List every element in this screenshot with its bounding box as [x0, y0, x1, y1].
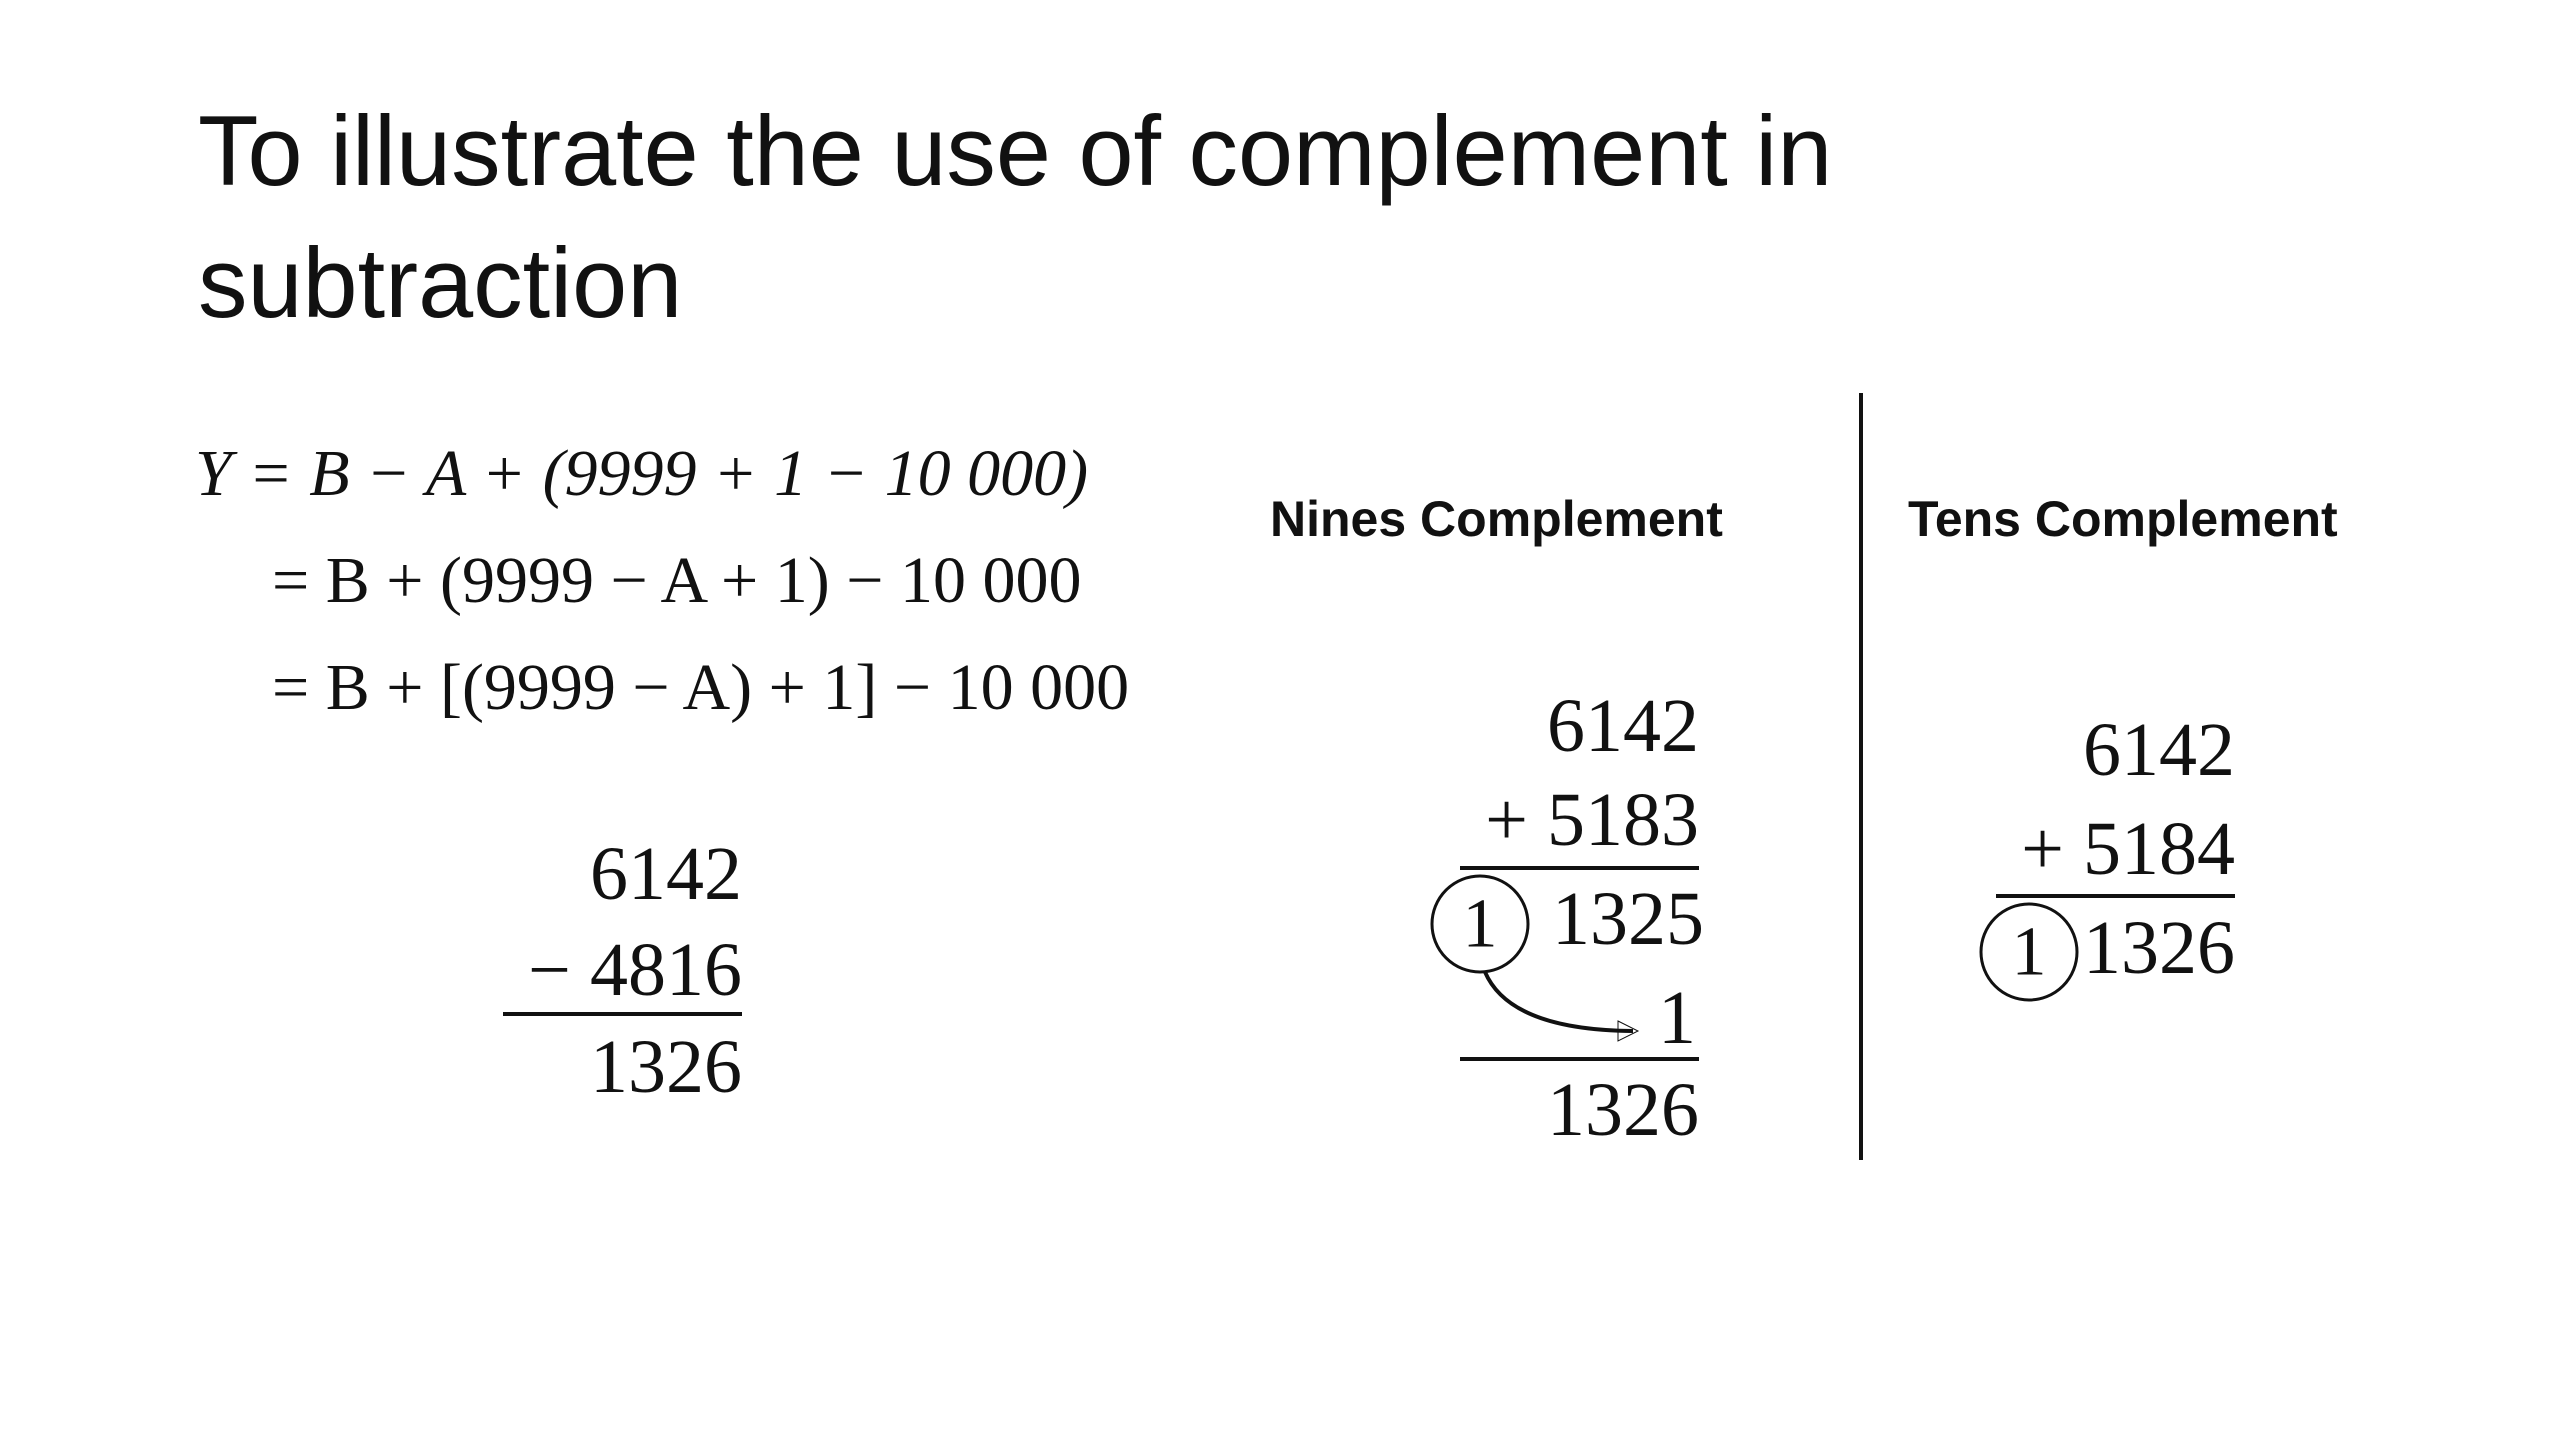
- equation: Y = B − A + (9999 + 1 − 10 000): [195, 437, 1088, 510]
- number: 6142: [2083, 708, 2235, 792]
- number: 1326: [590, 1025, 742, 1109]
- equation: = B + [(9999 − A) + 1] − 10 000: [272, 651, 1129, 724]
- carry-circle: [1430, 874, 1530, 974]
- number: 1: [1658, 976, 1696, 1060]
- arrow-head: [1617, 1020, 1640, 1042]
- number: + 5184: [2021, 807, 2235, 891]
- arrow: [1483, 971, 1634, 1033]
- number: 1326: [2083, 906, 2235, 990]
- number: 1326: [1547, 1068, 1699, 1152]
- number: + 5183: [1485, 778, 1699, 862]
- carry: 1: [1463, 886, 1498, 963]
- column-heading: Tens Complement: [1908, 491, 2338, 547]
- number: 1325: [1552, 877, 1704, 961]
- equation: = B + (9999 − A + 1) − 10 000: [272, 544, 1081, 617]
- slide-title: To illustrate the use of complement in s…: [198, 95, 1833, 338]
- number: 6142: [590, 832, 742, 916]
- carry-circle: [1979, 902, 2079, 1002]
- column-heading: Nines Complement: [1270, 491, 1723, 547]
- carry: 1: [2012, 914, 2047, 991]
- number: 6142: [1547, 684, 1699, 768]
- number: − 4816: [528, 928, 742, 1012]
